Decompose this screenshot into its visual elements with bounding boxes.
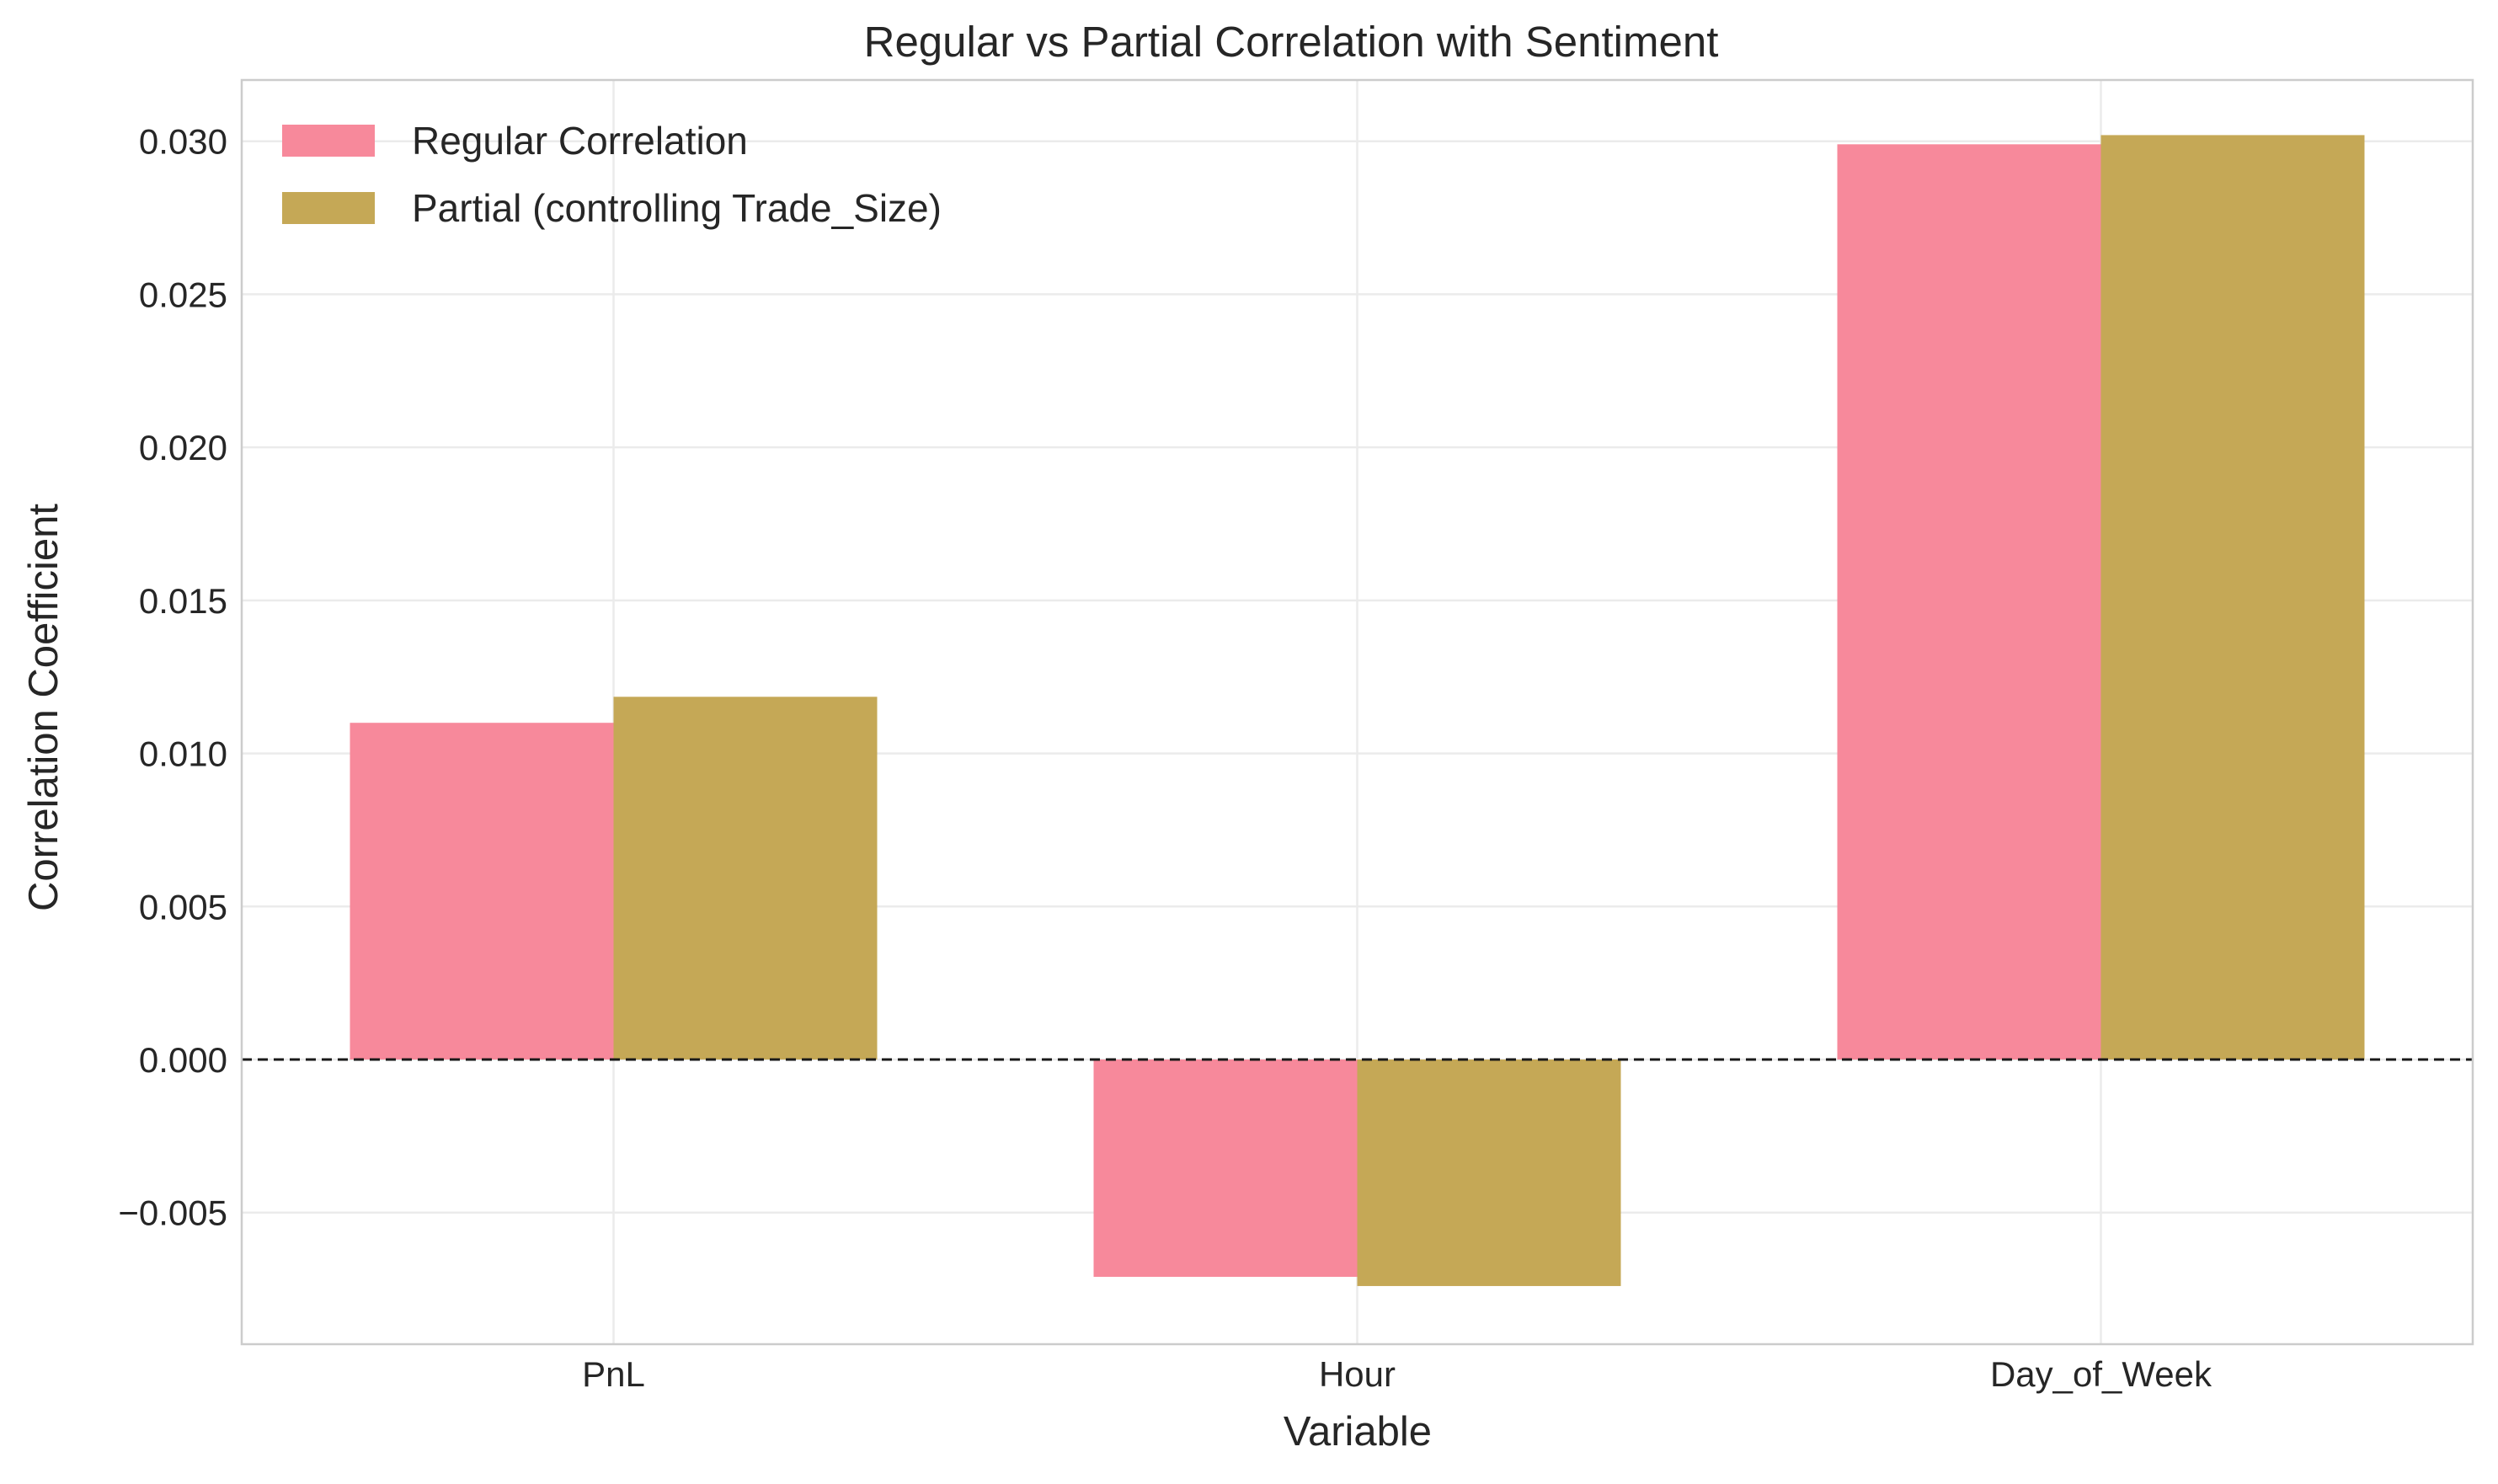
bar-partial-hour: [1357, 1060, 1621, 1286]
y-tick-label: 0.005: [139, 887, 227, 926]
plot-frame: [240, 78, 2474, 1346]
x-tick-label: Hour: [1319, 1354, 1396, 1394]
x-tick-label: PnL: [582, 1354, 645, 1394]
y-axis-label: Correlation Coefficient: [21, 504, 67, 911]
y-tick-label: 0.015: [139, 581, 227, 621]
y-tick-label: 0.025: [139, 275, 227, 314]
legend-label: Regular Correlation: [412, 119, 748, 163]
bar-layer: [350, 135, 2365, 1286]
legend-swatch: [282, 125, 375, 157]
bar-regular-pnl: [350, 723, 614, 1060]
y-tick-label: 0.020: [139, 428, 227, 467]
y-tick-label: 0.000: [139, 1040, 227, 1080]
y-tick-label: −0.005: [118, 1193, 227, 1233]
x-axis-label: Variable: [1284, 1409, 1432, 1455]
bar-regular-hour: [1093, 1060, 1358, 1278]
x-tick-labels: PnL Hour Day_of_Week: [582, 1354, 2212, 1394]
chart-title: Regular vs Partial Correlation with Sent…: [864, 18, 1719, 66]
bar-partial-pnl: [613, 697, 878, 1060]
legend-swatch: [282, 192, 375, 224]
bar-regular-day-of-week: [1837, 144, 2101, 1060]
y-tick-label: 0.010: [139, 734, 227, 774]
bar-partial-day-of-week: [2100, 135, 2365, 1060]
legend: Regular Correlation Partial (controlling …: [282, 119, 942, 230]
y-tick-labels: −0.005 0.000 0.005 0.010 0.015 0.020 0.025 0.03…: [118, 122, 227, 1233]
legend-label: Partial (controlling Trade_Size): [412, 186, 942, 230]
x-tick-label: Day_of_Week: [1990, 1354, 2212, 1394]
y-tick-label: 0.030: [139, 122, 227, 162]
